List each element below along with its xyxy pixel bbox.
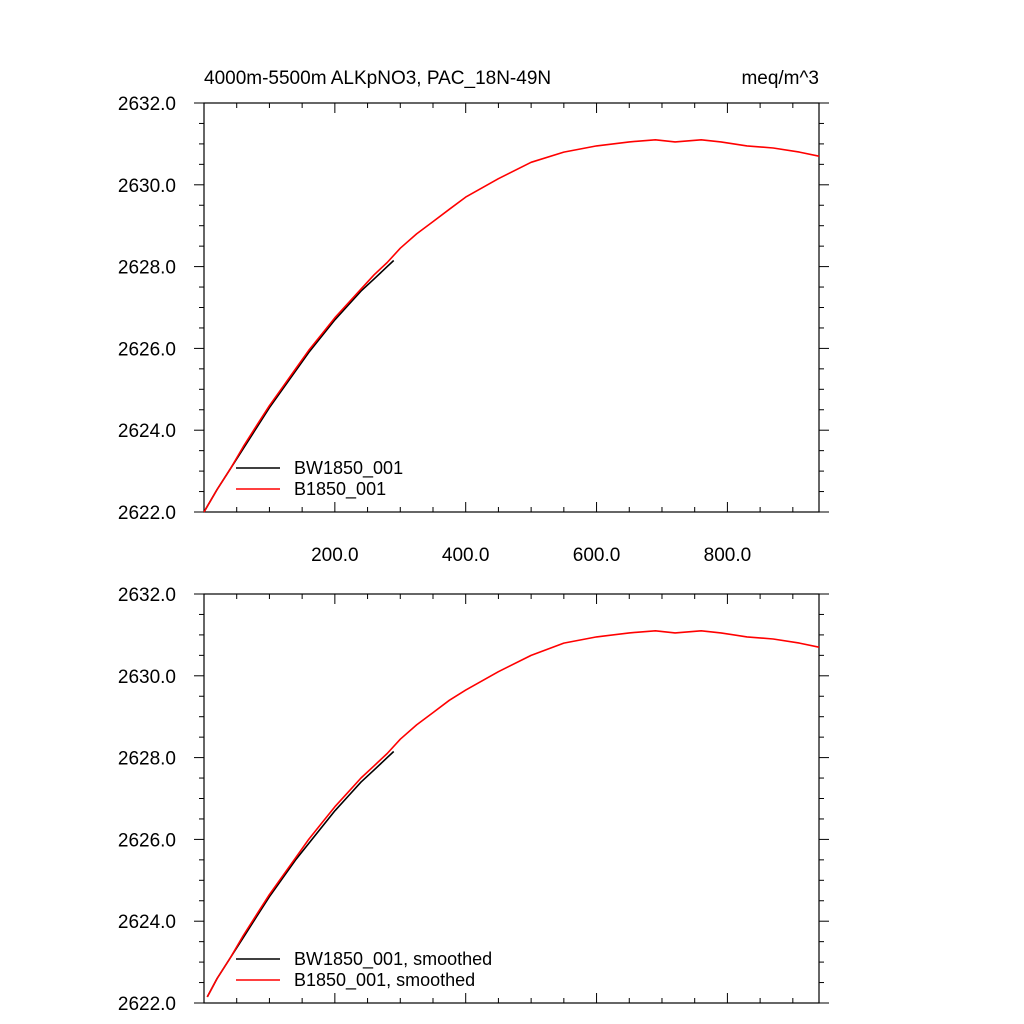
legend-label: B1850_001	[294, 479, 386, 500]
y-tick-label: 2630.0	[118, 667, 176, 688]
legend-label: B1850_001, smoothed	[294, 970, 475, 991]
legend-label: BW1850_001, smoothed	[294, 949, 492, 970]
plot-frame	[203, 593, 820, 1004]
y-tick-label: 2630.0	[118, 176, 176, 197]
y-tick-label: 2626.0	[118, 830, 176, 851]
units-label: meq/m^3	[741, 68, 819, 89]
y-tick-label: 2624.0	[118, 421, 176, 442]
legend-label: BW1850_001	[294, 458, 403, 479]
chart-1: 2622.0 2624.0 2626.0 2628.0 2630.0 2632.0 200.…	[118, 68, 829, 566]
x-tick-label: 400.0	[442, 545, 490, 566]
x-tick-label: 800.0	[704, 545, 752, 566]
y-tick-label: 2624.0	[118, 912, 176, 933]
chart-title: 4000m-5500m ALKpNO3, PAC_18N-49N	[204, 68, 551, 89]
y-tick-label: 2632.0	[118, 94, 176, 115]
y-tick-label: 2622.0	[118, 994, 176, 1015]
y-tick-label: 2622.0	[118, 503, 176, 524]
y-tick-label: 2628.0	[118, 258, 176, 279]
y-tick-label: 2628.0	[118, 749, 176, 770]
x-tick-label: 200.0	[311, 545, 359, 566]
series-line-b1850-001-smoothed	[206, 629, 820, 998]
y-tick-label: 2626.0	[118, 339, 176, 360]
x-tick-label: 600.0	[573, 545, 621, 566]
chart-2: 2622.0 2624.0 2626.0 2628.0 2630.0 2632.0 BW18…	[118, 585, 829, 1015]
series-line-b1850-001	[203, 139, 820, 513]
plot-frame	[203, 102, 820, 513]
y-tick-label: 2632.0	[118, 585, 176, 606]
